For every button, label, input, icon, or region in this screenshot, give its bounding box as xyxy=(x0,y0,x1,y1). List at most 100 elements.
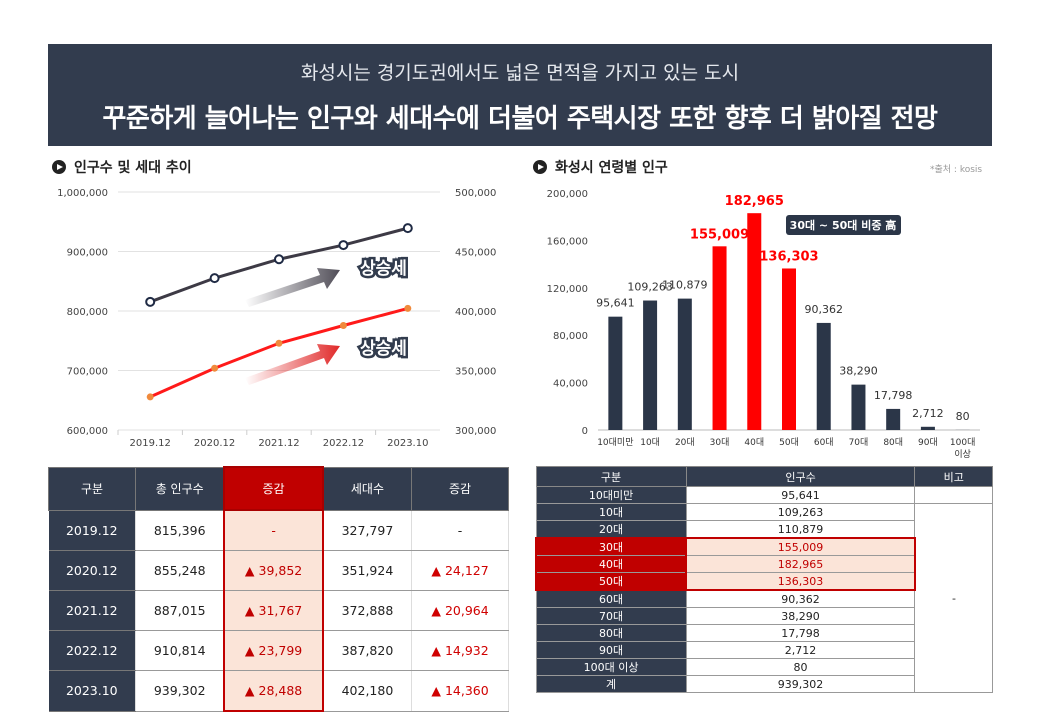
household-change-cell: ▲ 14,932 xyxy=(411,630,509,671)
y-right-tick-label: 450,000 xyxy=(455,248,496,259)
population-cell: 2,712 xyxy=(685,641,916,659)
population-change-cell: - xyxy=(223,510,324,551)
table-row: 90대 2,712 xyxy=(535,641,993,659)
population-household-table: 구분 총 인구수 증감 세대수 증감 2019.12 815,396-327,79… xyxy=(47,466,509,712)
x-tick-label: 2021.12 xyxy=(258,438,299,449)
table-cell: 351,924 xyxy=(322,550,413,591)
population-cell: 109,263 xyxy=(685,503,916,521)
y-left-tick-label: 700,000 xyxy=(67,367,108,378)
col-header-households: 세대수 xyxy=(322,466,413,511)
household-change-cell: ▲ 24,127 xyxy=(411,550,509,591)
x-tick-label: 100대 이상 xyxy=(950,437,975,460)
population-cell: 110,879 xyxy=(685,520,916,539)
table-row: 100대 이상 80 xyxy=(535,658,993,676)
y-right-tick-label: 300,000 xyxy=(455,426,496,437)
population-change-cell: ▲ 28,488 xyxy=(223,670,324,712)
col-header-category: 구분 xyxy=(47,466,137,511)
population-cell: 95,641 xyxy=(685,486,916,504)
population-point xyxy=(274,254,284,265)
household-point xyxy=(275,339,283,347)
population-change-cell: ▲ 31,767 xyxy=(223,590,324,631)
bar-value-label: 182,965 xyxy=(725,194,784,209)
bar xyxy=(816,322,831,430)
population-cell: 17,798 xyxy=(685,624,916,642)
row-label: 100대 이상 xyxy=(535,658,687,676)
bar-value-label: 17,798 xyxy=(874,389,913,402)
x-tick-label: 80대 xyxy=(883,437,903,448)
y-tick-label: 40,000 xyxy=(553,379,588,390)
y-tick-label: 120,000 xyxy=(547,284,588,295)
row-label: 50대 xyxy=(534,572,688,591)
table-row: 30대 155,009 xyxy=(534,537,993,556)
x-tick-label: 2020.12 xyxy=(194,438,235,449)
y-right-tick-label: 350,000 xyxy=(455,367,496,378)
household-point xyxy=(211,364,219,372)
population-cell: 136,303 xyxy=(685,572,916,591)
table-row: 10대 109,263- xyxy=(535,503,993,693)
x-tick-label: 50대 xyxy=(779,437,799,448)
rising-arrow-upper xyxy=(245,268,340,307)
row-label: 계 xyxy=(535,675,687,693)
table-row: 2019.12 815,396-327,797- xyxy=(48,510,509,551)
row-label: 70대 xyxy=(535,607,687,625)
y-tick-label: 200,000 xyxy=(547,189,588,200)
table-header-row: 구분 총 인구수 증감 세대수 증감 xyxy=(47,466,509,511)
household-change-cell: - xyxy=(411,510,509,551)
population-cell: 38,290 xyxy=(685,607,916,625)
household-point xyxy=(404,304,412,312)
header-title: 꾸준하게 늘어나는 인구와 세대수에 더불어 주택시장 또한 향후 더 밝아질 … xyxy=(102,104,938,134)
col-header-household-change: 증감 xyxy=(411,466,509,511)
bar xyxy=(643,300,658,430)
bar-value-label: 38,290 xyxy=(839,365,878,378)
row-label: 90대 xyxy=(535,641,687,659)
x-tick-label: 20대 xyxy=(675,437,695,448)
note-cell-empty xyxy=(914,486,993,504)
row-label: 40대 xyxy=(534,555,688,573)
x-tick-label: 10대미만 xyxy=(597,437,633,448)
table-row: 50대 136,303 xyxy=(534,572,993,591)
table-row: 2023.10 939,302 ▲ 28,488 402,180 ▲ 14,360 xyxy=(48,670,509,712)
y-left-tick-label: 800,000 xyxy=(67,307,108,318)
household-change-cell: ▲ 14,360 xyxy=(411,670,509,712)
x-tick-label: 70대 xyxy=(849,437,869,448)
population-cell: 90,362 xyxy=(685,589,916,608)
population-change-cell: ▲ 39,852 xyxy=(223,550,324,591)
bar xyxy=(851,384,866,430)
population-household-line-chart: 1,000,000 900,000 800,000 700,000 600,000 50… xyxy=(57,188,496,449)
x-tick-label: 60대 xyxy=(814,437,834,448)
row-label: 2023.10 xyxy=(48,670,137,712)
row-label: 60대 xyxy=(535,589,687,608)
table-cell: 815,396 xyxy=(135,510,225,551)
table-row: 2020.12 855,248 ▲ 39,852 351,924 ▲ 24,127 xyxy=(48,550,509,591)
bar xyxy=(608,316,623,430)
population-point xyxy=(338,240,349,251)
table-cell: 387,820 xyxy=(322,630,413,671)
row-label: 2022.12 xyxy=(48,630,137,671)
bar xyxy=(886,408,901,430)
x-tick-label: 90대 xyxy=(918,437,938,448)
age-population-table: 구분 인구수 비고 10대미만 95,641 10대 109,263-20대 110,8… xyxy=(534,466,993,693)
left-section-title-text: 인구수 및 세대 추이 xyxy=(74,160,192,176)
bar xyxy=(782,268,796,430)
row-label: 2020.12 xyxy=(48,550,137,591)
right-section-title-text: 화성시 연령별 인구 xyxy=(555,160,668,176)
col-header-category: 구분 xyxy=(535,466,687,487)
table-row: 10대미만 95,641 xyxy=(535,486,993,504)
annotation-badge-text: 30대 ~ 50대 비중 高 xyxy=(790,218,897,232)
bar-value-label: 155,009 xyxy=(690,227,749,242)
rising-arrow-lower xyxy=(245,344,340,385)
row-label: 20대 xyxy=(535,520,687,539)
y-left-tick-label: 900,000 xyxy=(67,248,108,259)
col-header-population-change: 증감 xyxy=(223,466,324,511)
household-point xyxy=(146,393,154,401)
y-tick-label: 80,000 xyxy=(553,331,588,342)
bar-value-label: 136,303 xyxy=(759,249,818,264)
bar-value-label: 80 xyxy=(956,410,970,423)
header-subtitle: 화성시는 경기도권에서도 넓은 면적을 가지고 있는 도시 xyxy=(300,62,740,84)
population-cell: 939,302 xyxy=(685,675,916,693)
note-cell: - xyxy=(914,503,993,693)
play-bullet-icon xyxy=(533,160,547,174)
row-label: 30대 xyxy=(534,537,688,556)
col-header-population: 인구수 xyxy=(685,466,916,487)
bar-value-label: 109,263 xyxy=(627,281,673,294)
